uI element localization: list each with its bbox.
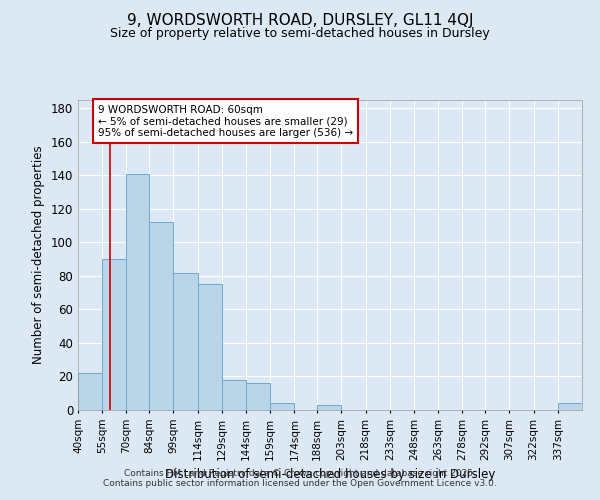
Bar (222, 380, 246, 410)
Bar (78, 373, 102, 410)
Bar (317, 405, 341, 410)
Bar (558, 404, 582, 410)
Bar (102, 259, 127, 410)
Bar (270, 404, 295, 410)
X-axis label: Distribution of semi-detached houses by size in Dursley: Distribution of semi-detached houses by … (165, 468, 495, 481)
Text: Contains HM Land Registry data © Crown copyright and database right 2025.: Contains HM Land Registry data © Crown c… (124, 468, 476, 477)
Bar (149, 222, 173, 410)
Bar (246, 383, 270, 410)
Bar (173, 272, 197, 410)
Bar (197, 284, 222, 410)
Text: Contains public sector information licensed under the Open Government Licence v3: Contains public sector information licen… (103, 478, 497, 488)
Text: Size of property relative to semi-detached houses in Dursley: Size of property relative to semi-detach… (110, 28, 490, 40)
Text: 9, WORDSWORTH ROAD, DURSLEY, GL11 4QJ: 9, WORDSWORTH ROAD, DURSLEY, GL11 4QJ (127, 12, 473, 28)
Bar (127, 174, 149, 410)
Text: 9 WORDSWORTH ROAD: 60sqm
← 5% of semi-detached houses are smaller (29)
95% of se: 9 WORDSWORTH ROAD: 60sqm ← 5% of semi-de… (98, 104, 353, 138)
Y-axis label: Number of semi-detached properties: Number of semi-detached properties (32, 146, 45, 364)
